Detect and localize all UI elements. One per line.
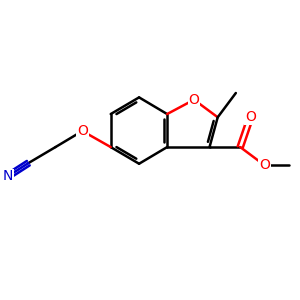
Text: O: O: [77, 124, 88, 138]
Text: O: O: [189, 93, 200, 107]
Text: N: N: [3, 169, 13, 183]
Text: O: O: [259, 158, 270, 172]
Text: O: O: [245, 110, 256, 124]
